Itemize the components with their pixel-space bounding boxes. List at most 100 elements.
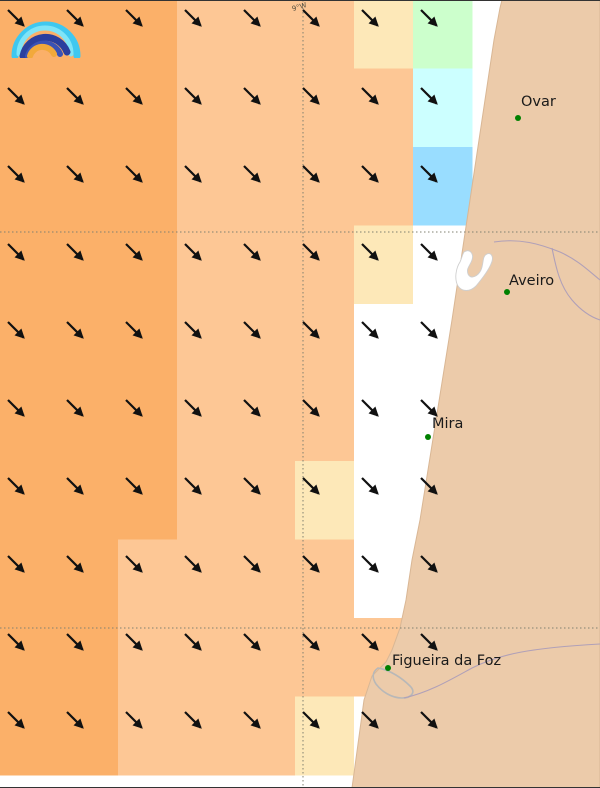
forecast-cell[interactable] [0, 618, 60, 697]
forecast-cell[interactable] [295, 382, 355, 462]
city-dot[interactable] [425, 434, 431, 440]
forecast-cell[interactable] [118, 461, 178, 540]
wind-direction-arrow[interactable] [66, 243, 84, 261]
forecast-cell[interactable] [354, 147, 414, 226]
forecast-cell[interactable] [177, 68, 237, 148]
forecast-cell[interactable] [177, 382, 237, 462]
forecast-cell[interactable] [177, 618, 237, 697]
forecast-cell[interactable] [236, 618, 296, 697]
wind-direction-arrow[interactable] [361, 555, 379, 573]
forecast-cell[interactable] [59, 68, 119, 148]
wind-direction-arrow[interactable] [243, 633, 261, 651]
forecast-cell[interactable] [118, 68, 178, 148]
wind-direction-arrow[interactable] [420, 243, 438, 261]
city-dot[interactable] [515, 115, 521, 121]
forecast-cell[interactable] [59, 539, 119, 619]
forecast-cell[interactable] [0, 461, 60, 540]
forecast-cell[interactable] [0, 68, 60, 148]
forecast-cell[interactable] [295, 225, 355, 305]
forecast-cell[interactable] [59, 461, 119, 540]
wind-direction-arrow[interactable] [243, 243, 261, 261]
wind-direction-arrow[interactable] [243, 477, 261, 495]
wind-direction-arrow[interactable] [7, 243, 25, 261]
wind-direction-arrow[interactable] [361, 399, 379, 417]
wind-direction-arrow[interactable] [361, 243, 379, 261]
forecast-cell[interactable] [59, 382, 119, 462]
wind-direction-arrow[interactable] [302, 399, 320, 417]
wind-direction-arrow[interactable] [420, 9, 438, 27]
forecast-cell[interactable] [177, 696, 237, 776]
forecast-cell[interactable] [177, 539, 237, 619]
forecast-cell[interactable] [236, 147, 296, 226]
city-dot[interactable] [504, 289, 510, 295]
forecast-cell[interactable] [0, 225, 60, 305]
wind-direction-arrow[interactable] [243, 87, 261, 105]
wind-direction-arrow[interactable] [361, 477, 379, 495]
wind-direction-arrow[interactable] [125, 165, 143, 183]
forecast-cell[interactable] [354, 225, 414, 305]
wind-direction-arrow[interactable] [243, 321, 261, 339]
wind-direction-arrow[interactable] [125, 555, 143, 573]
wind-direction-arrow[interactable] [66, 321, 84, 339]
wind-direction-arrow[interactable] [7, 399, 25, 417]
wind-direction-arrow[interactable] [125, 321, 143, 339]
wind-direction-arrow[interactable] [66, 711, 84, 729]
wind-direction-arrow[interactable] [125, 633, 143, 651]
wind-direction-arrow[interactable] [243, 555, 261, 573]
forecast-cell[interactable] [59, 696, 119, 776]
forecast-cell[interactable] [295, 461, 355, 540]
wind-direction-arrow[interactable] [184, 633, 202, 651]
wind-direction-arrow[interactable] [302, 633, 320, 651]
wind-direction-arrow[interactable] [7, 477, 25, 495]
wind-direction-arrow[interactable] [184, 9, 202, 27]
wind-direction-arrow[interactable] [66, 9, 84, 27]
wind-direction-arrow[interactable] [125, 9, 143, 27]
forecast-cell[interactable] [177, 461, 237, 540]
wind-direction-arrow[interactable] [420, 711, 438, 729]
wind-direction-arrow[interactable] [243, 165, 261, 183]
forecast-cell[interactable] [295, 68, 355, 148]
forecast-cell[interactable] [354, 304, 414, 383]
wind-direction-arrow[interactable] [302, 9, 320, 27]
forecast-cell[interactable] [295, 539, 355, 619]
wind-direction-arrow[interactable] [7, 9, 25, 27]
forecast-cell[interactable] [295, 147, 355, 226]
wind-direction-arrow[interactable] [361, 321, 379, 339]
wind-direction-arrow[interactable] [243, 711, 261, 729]
wind-direction-arrow[interactable] [7, 633, 25, 651]
forecast-cell[interactable] [118, 225, 178, 305]
forecast-cell[interactable] [295, 304, 355, 383]
forecast-cell[interactable] [0, 696, 60, 776]
city-dot[interactable] [385, 665, 391, 671]
wind-direction-arrow[interactable] [7, 165, 25, 183]
wind-direction-arrow[interactable] [184, 555, 202, 573]
forecast-cell[interactable] [295, 618, 355, 697]
wind-direction-arrow[interactable] [361, 711, 379, 729]
forecast-cell[interactable] [236, 225, 296, 305]
forecast-cell[interactable] [59, 304, 119, 383]
wind-direction-arrow[interactable] [361, 9, 379, 27]
wind-direction-arrow[interactable] [184, 165, 202, 183]
wind-direction-arrow[interactable] [361, 633, 379, 651]
wind-direction-arrow[interactable] [302, 711, 320, 729]
wind-direction-arrow[interactable] [66, 87, 84, 105]
forecast-cell[interactable] [118, 304, 178, 383]
wind-direction-arrow[interactable] [125, 399, 143, 417]
forecast-cell[interactable] [59, 618, 119, 697]
forecast-cell[interactable] [236, 696, 296, 776]
city-marker-layer[interactable]: Ovar Aveiro Mira Figueira da Foz [385, 94, 556, 671]
wind-direction-arrow[interactable] [420, 555, 438, 573]
forecast-cell[interactable] [0, 304, 60, 383]
wind-direction-arrow[interactable] [302, 321, 320, 339]
wind-direction-arrow[interactable] [125, 243, 143, 261]
wind-direction-arrow[interactable] [66, 633, 84, 651]
wind-direction-arrow[interactable] [302, 477, 320, 495]
wind-direction-arrow[interactable] [302, 87, 320, 105]
forecast-cell[interactable] [118, 382, 178, 462]
forecast-cell[interactable] [118, 147, 178, 226]
forecast-cell[interactable] [236, 461, 296, 540]
wind-direction-arrow[interactable] [302, 165, 320, 183]
forecast-cell-grid[interactable] [0, 0, 473, 776]
